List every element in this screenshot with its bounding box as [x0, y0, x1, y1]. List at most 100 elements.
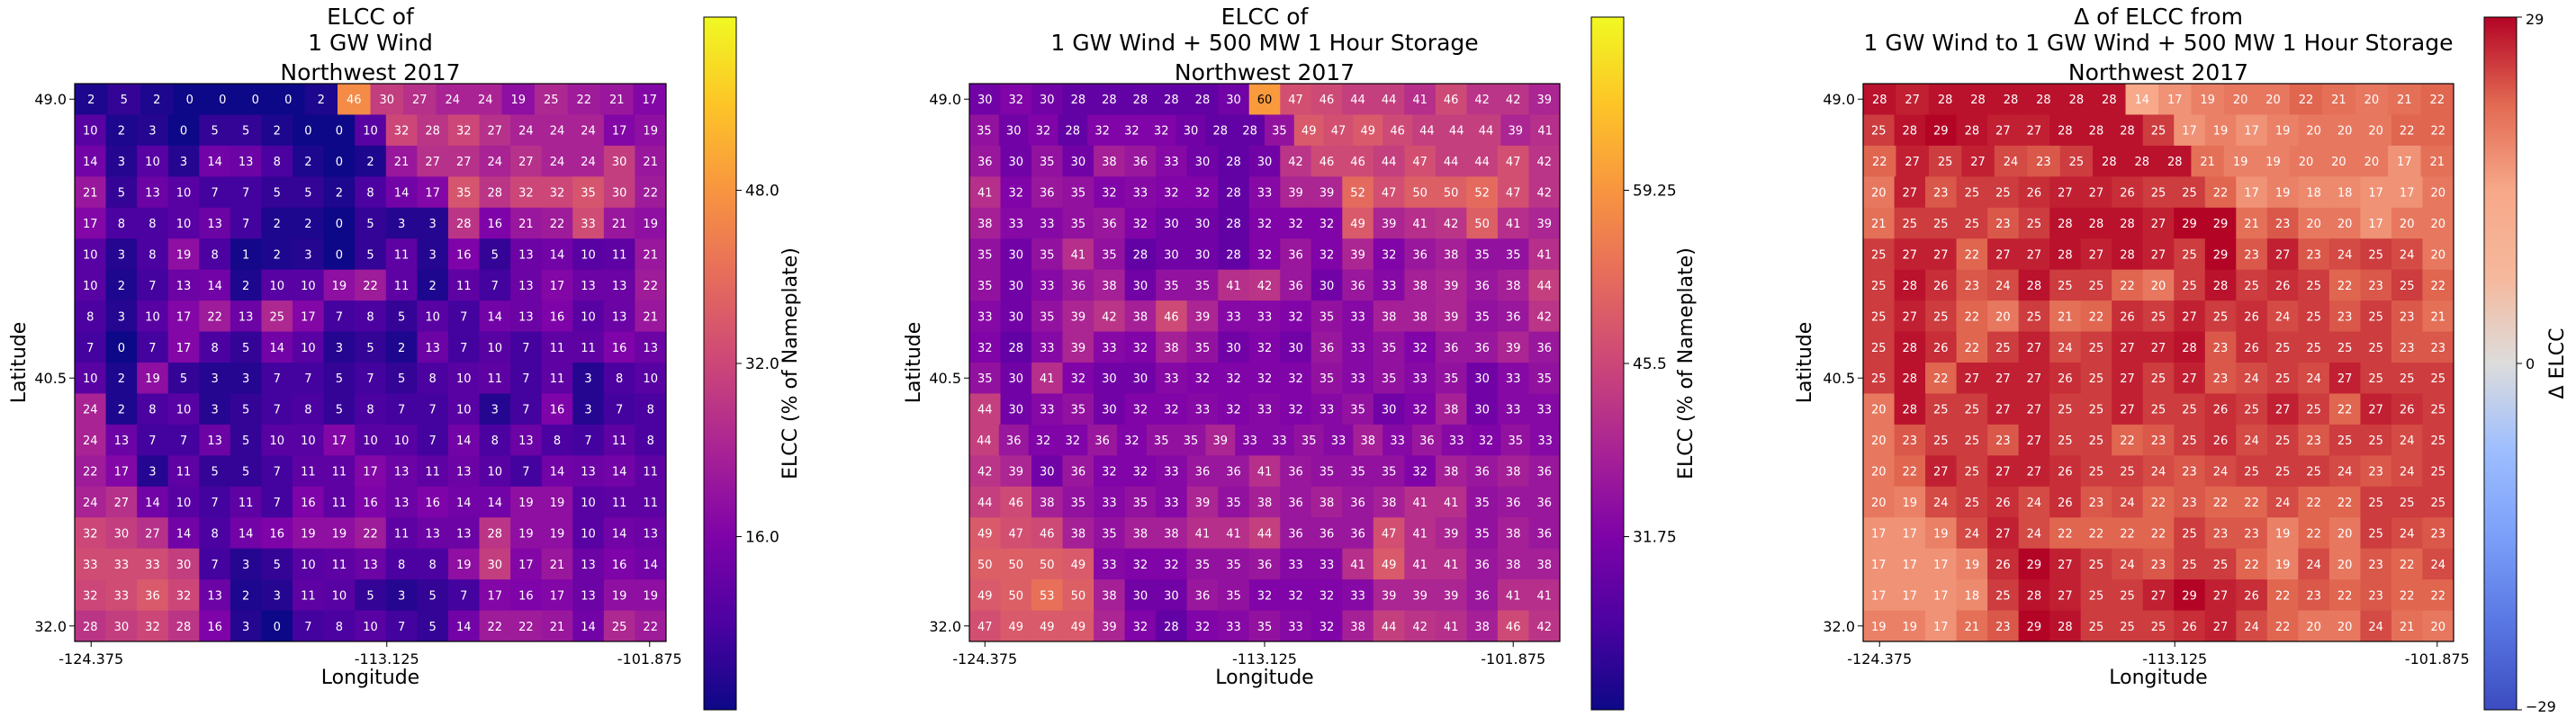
- heatmap-cell: [1218, 517, 1250, 550]
- cell-value-label: 7: [522, 466, 529, 480]
- cell-value-label: 7: [242, 218, 249, 231]
- cell-value-label: 36: [1195, 589, 1211, 603]
- cell-value-label: 35: [1195, 280, 1211, 293]
- heatmap-cell: [1497, 579, 1529, 612]
- heatmap-cell: [1466, 176, 1499, 209]
- cell-value-label: 44: [1382, 94, 1397, 107]
- cell-value-label: 30: [1009, 156, 1024, 169]
- cell-value-label: 49: [1350, 218, 1365, 231]
- cell-value-label: 35: [1509, 435, 1524, 448]
- heatmap-cell: [1062, 363, 1094, 394]
- cell-value-label: 27: [2151, 342, 2166, 355]
- cell-value-label: 33: [1226, 310, 1241, 324]
- heatmap-cell: [137, 517, 169, 550]
- heatmap-cell: [1094, 393, 1126, 426]
- cell-value-label: 22: [2337, 497, 2353, 510]
- heatmap-cell: [2422, 331, 2454, 363]
- cell-value-label: 8: [149, 248, 156, 262]
- heatmap-cell: [261, 517, 293, 550]
- heatmap-cell: [2080, 579, 2112, 612]
- cell-value-label: 24: [83, 404, 98, 417]
- heatmap-cell: [2328, 579, 2361, 612]
- heatmap-cell: [385, 486, 418, 518]
- heatmap-cell: [1956, 610, 1988, 642]
- cell-value-label: 33: [1537, 435, 1553, 448]
- heatmap-cell: [1404, 331, 1437, 363]
- cell-value-label: 22: [2400, 589, 2415, 603]
- heatmap-cell: [1062, 207, 1094, 239]
- cell-value-label: 28: [2182, 342, 2197, 355]
- cell-value-label: 23: [2368, 559, 2383, 572]
- cell-value-label: 33: [1164, 372, 1179, 386]
- heatmap-cell: [1156, 393, 1188, 426]
- heatmap-cell: [2298, 331, 2330, 363]
- cell-value-label: 25: [612, 621, 627, 634]
- cell-value-label: 8: [211, 342, 218, 355]
- cell-value-label: 11: [643, 466, 658, 480]
- cell-value-label: 49: [1382, 559, 1397, 572]
- cell-value-label: 38: [1506, 280, 1521, 293]
- heatmap-cell: [2018, 610, 2050, 642]
- cell-value-label: 28: [1903, 125, 1918, 139]
- heatmap-cell: [1186, 84, 1219, 115]
- heatmap-cell: [105, 363, 138, 394]
- cell-value-label: 8: [304, 404, 311, 417]
- heatmap-cell: [447, 331, 481, 363]
- heatmap-cell: [2174, 176, 2206, 209]
- heatmap-cell: [1894, 548, 1926, 580]
- heatmap-cell: [75, 300, 107, 333]
- cell-value-label: 7: [274, 466, 281, 480]
- y-tick-label: 32.0: [1823, 618, 1855, 635]
- cell-value-label: 14: [394, 187, 410, 201]
- heatmap-cell: [199, 145, 231, 177]
- heatmap-cell: [1497, 300, 1529, 333]
- heatmap-cell: [1218, 455, 1250, 488]
- heatmap-cell: [2142, 176, 2175, 209]
- heatmap-cell: [1987, 207, 2020, 239]
- heatmap-cell: [2328, 207, 2361, 239]
- cell-value-label: 25: [1933, 435, 1949, 448]
- heatmap-cell: [479, 269, 511, 301]
- heatmap-cell: [75, 517, 107, 550]
- heatmap-cell: [355, 424, 387, 456]
- cell-value-label: 23: [1965, 280, 1980, 293]
- cell-value-label: 7: [211, 187, 218, 201]
- heatmap-cell: [1031, 84, 1064, 115]
- heatmap-cell: [1031, 579, 1064, 612]
- cell-value-label: 8: [86, 310, 94, 324]
- heatmap-cell: [469, 84, 502, 115]
- heatmap-cell: [603, 331, 635, 363]
- cell-value-label: 23: [2244, 527, 2259, 541]
- cell-value-label: 8: [274, 156, 281, 169]
- cell-value-label: 47: [1382, 187, 1397, 201]
- heatmap-cell: [1031, 176, 1064, 209]
- cell-value-label: 17: [114, 466, 130, 480]
- cell-value-label: 2: [274, 248, 281, 262]
- heatmap-cell: [635, 486, 667, 518]
- heatmap-cell: [1373, 238, 1405, 271]
- heatmap-cell: [1062, 486, 1094, 518]
- heatmap-cell: [2112, 486, 2144, 518]
- heatmap-cell: [510, 579, 543, 612]
- heatmap-cell: [541, 114, 573, 147]
- cell-value-label: 13: [456, 466, 472, 480]
- heatmap-cell: [1156, 269, 1188, 301]
- heatmap-cell: [1156, 610, 1188, 642]
- cell-value-label: 24: [488, 156, 503, 169]
- heatmap-cell: [2360, 238, 2392, 271]
- cell-value-label: 25: [2368, 248, 2383, 262]
- heatmap-cell: [2142, 363, 2175, 394]
- cell-value-label: 28: [1872, 94, 1887, 107]
- heatmap-cell: [293, 455, 325, 488]
- heatmap-cell: [2142, 393, 2175, 426]
- cell-value-label: 3: [149, 466, 156, 480]
- cell-value-label: 7: [522, 372, 529, 386]
- cell-value-label: 23: [2182, 497, 2197, 510]
- cell-value-label: 27: [2058, 559, 2073, 572]
- heatmap-cell: [1466, 548, 1499, 580]
- cell-value-label: 24: [2400, 466, 2415, 480]
- heatmap-cell: [1925, 269, 1958, 301]
- cell-value-label: 30: [1382, 404, 1397, 417]
- cell-value-label: 22: [2151, 497, 2166, 510]
- cell-value-label: 38: [1444, 248, 1459, 262]
